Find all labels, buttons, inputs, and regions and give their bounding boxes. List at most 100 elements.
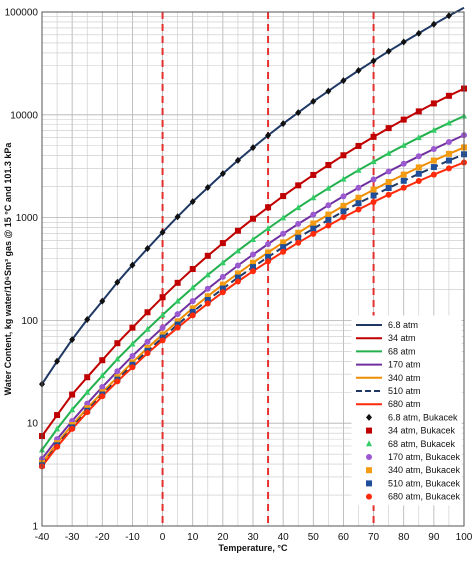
data-point	[189, 305, 196, 312]
legend-label: 6.8 atm	[388, 320, 418, 330]
data-point	[325, 87, 332, 95]
data-point	[415, 178, 422, 185]
data-point	[204, 296, 211, 303]
data-point	[219, 170, 226, 178]
data-point	[415, 170, 422, 177]
data-point	[385, 168, 392, 175]
data-point	[265, 225, 272, 232]
data-point	[366, 427, 372, 434]
data-point	[400, 38, 407, 46]
x-axis-title: Temperature, °C	[219, 543, 288, 553]
data-point	[99, 393, 106, 400]
data-point	[174, 318, 181, 325]
data-point	[366, 440, 372, 447]
data-point	[280, 193, 287, 200]
data-point	[99, 372, 106, 379]
data-point	[159, 331, 166, 338]
data-point	[250, 264, 256, 271]
data-point	[366, 413, 372, 421]
data-point	[144, 338, 151, 345]
x-tick-label: -10	[125, 532, 140, 543]
data-point	[204, 293, 211, 300]
data-point	[174, 213, 181, 221]
data-point	[325, 222, 332, 229]
data-point	[174, 279, 181, 286]
data-point	[430, 157, 437, 164]
data-point	[114, 278, 121, 286]
data-point	[430, 100, 437, 107]
data-point	[325, 161, 332, 168]
data-point	[445, 138, 452, 145]
data-point	[366, 493, 372, 500]
data-point	[114, 355, 121, 362]
data-point	[355, 206, 362, 213]
y-tick-label: 10	[27, 419, 39, 430]
data-point	[295, 220, 302, 227]
data-point	[54, 425, 61, 432]
data-point	[340, 77, 347, 85]
data-point	[265, 240, 272, 247]
legend-label: 68 atm, Bukacek	[388, 439, 456, 449]
data-point	[234, 247, 241, 254]
data-point	[385, 185, 392, 192]
data-point	[159, 337, 166, 344]
data-point	[385, 125, 392, 132]
data-point	[445, 150, 452, 157]
data-point	[204, 184, 211, 192]
legend-label: 680 atm	[388, 399, 421, 409]
reference-lines	[161, 12, 375, 526]
data-point	[280, 244, 287, 251]
data-point	[355, 166, 362, 173]
data-point	[400, 184, 407, 191]
data-point	[174, 321, 181, 328]
data-point	[385, 149, 392, 156]
data-point	[219, 285, 226, 292]
data-point	[219, 259, 226, 266]
data-point	[430, 171, 437, 178]
data-point	[234, 262, 241, 269]
data-point	[189, 312, 196, 319]
data-point	[415, 29, 422, 37]
legend-label: 340 atm, Bukacek	[388, 465, 461, 475]
data-point	[114, 368, 121, 375]
data-point	[430, 145, 437, 152]
data-point	[355, 200, 362, 207]
data-point	[445, 12, 452, 20]
legend: 6.8 atm 34 atm 68 atm 170 atm 340 atm 510 atm…	[351, 315, 462, 506]
data-point	[295, 234, 302, 241]
data-point	[129, 324, 136, 331]
data-point	[310, 211, 317, 218]
data-point	[159, 311, 166, 318]
data-point	[144, 325, 151, 332]
x-tick-label: 40	[278, 532, 290, 543]
data-point	[445, 165, 452, 172]
data-point	[189, 284, 196, 291]
data-point	[265, 249, 272, 256]
data-point	[234, 270, 241, 277]
data-point	[370, 176, 377, 183]
data-point	[189, 308, 196, 315]
x-tick-label: 0	[160, 532, 166, 543]
data-point	[385, 178, 392, 185]
data-point	[295, 204, 302, 211]
data-point	[325, 184, 332, 191]
data-point	[325, 202, 332, 209]
data-point	[54, 412, 61, 419]
x-tick-label: 30	[247, 532, 259, 543]
legend-label: 340 atm	[388, 373, 421, 383]
data-point	[174, 324, 181, 331]
legend-label: 34 atm	[388, 333, 416, 343]
legend-label: 510 atm	[388, 386, 421, 396]
data-point	[129, 261, 136, 269]
data-point	[355, 142, 362, 149]
data-point	[445, 157, 452, 164]
data-point	[400, 141, 407, 148]
data-point	[69, 391, 76, 398]
x-tick-label: -20	[95, 532, 110, 543]
data-point	[84, 409, 91, 416]
data-point	[370, 57, 377, 65]
data-point	[366, 467, 372, 474]
data-point	[144, 245, 151, 253]
data-point	[430, 164, 437, 171]
